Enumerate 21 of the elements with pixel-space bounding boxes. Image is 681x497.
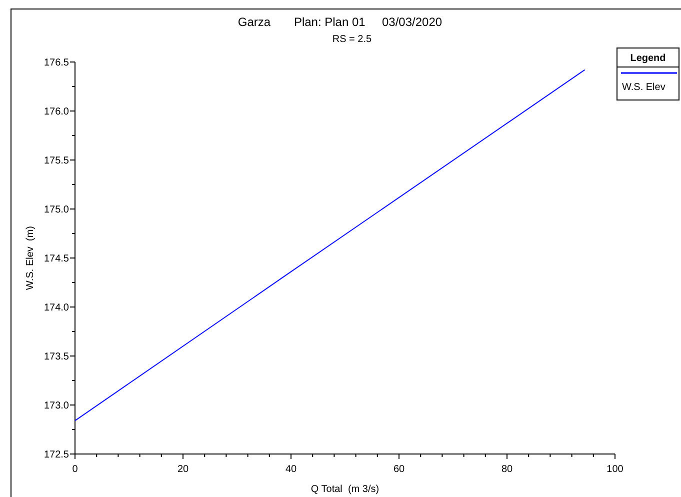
x-tick-label: 40 xyxy=(285,464,297,475)
x-tick-label: 60 xyxy=(393,464,405,475)
x-tick-label: 0 xyxy=(72,464,78,475)
x-axis-title: Q Total (m 3/s) xyxy=(310,484,380,495)
x-tick-label: 80 xyxy=(501,464,513,475)
y-tick-label: 172.5 xyxy=(44,450,70,460)
y-tick-label: 175.5 xyxy=(44,156,70,166)
y-tick-label: 175.0 xyxy=(44,204,70,216)
legend-title: Legend xyxy=(630,53,666,64)
text: W.S. Elev xyxy=(622,82,666,93)
y-tick-label: 173.0 xyxy=(44,400,70,412)
x-tick-label: 20 xyxy=(177,464,189,475)
chart-title: Garza Plan: Plan 01 03/03/2020 xyxy=(238,15,442,29)
y-tick-label: 176.0 xyxy=(44,106,70,118)
y-tick-label: 176.5 xyxy=(44,58,70,68)
y-axis-title: W.S. Elev (m) xyxy=(25,226,36,290)
chart-subtitle: RS = 2.5 xyxy=(332,34,372,45)
x-tick-label: 100 xyxy=(606,464,624,475)
y-tick-label: 173.5 xyxy=(44,352,70,362)
y-tick-label: 174.5 xyxy=(44,254,70,264)
y-tick-label: 174.0 xyxy=(44,302,70,314)
